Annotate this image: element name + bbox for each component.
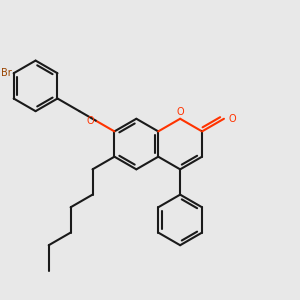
- Text: O: O: [87, 116, 94, 126]
- Text: Br: Br: [2, 68, 12, 78]
- Text: O: O: [176, 107, 184, 117]
- Text: O: O: [228, 114, 236, 124]
